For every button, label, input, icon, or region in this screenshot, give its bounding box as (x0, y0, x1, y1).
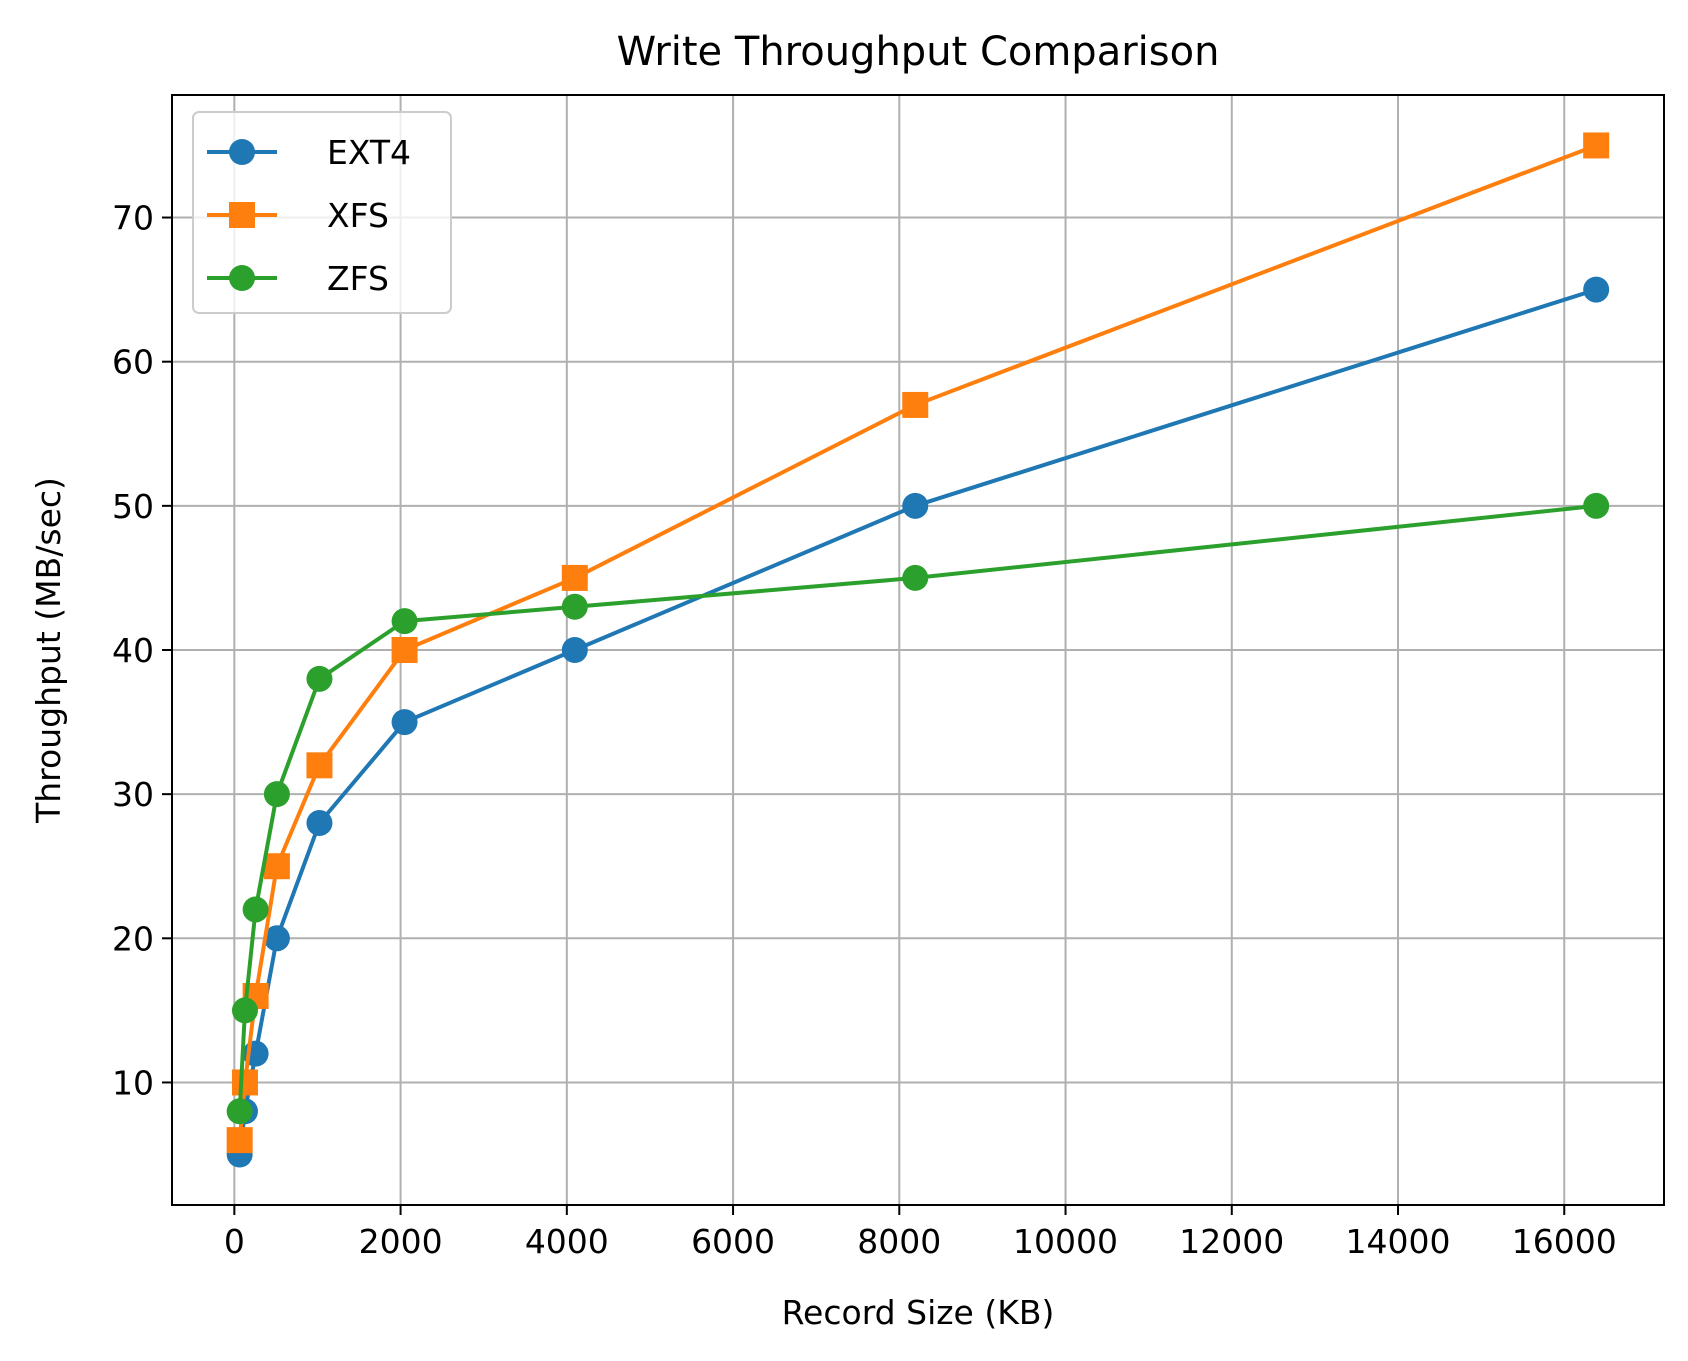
data-point-ext4 (902, 492, 929, 519)
data-point-xfs (1583, 132, 1610, 159)
legend-label-xfs: XFS (327, 196, 389, 235)
data-point-zfs (231, 997, 258, 1024)
data-point-zfs (242, 896, 269, 923)
y-tick-label: 40 (112, 631, 154, 670)
legend-marker-zfs (229, 265, 255, 291)
legend-item-zfs: ZFS (207, 259, 389, 298)
y-tick-label: 50 (112, 487, 154, 526)
legend-marker-ext4 (229, 139, 255, 165)
x-tick-label: 6000 (691, 1222, 775, 1261)
legend-label-zfs: ZFS (327, 259, 389, 298)
y-axis-ticks: 10 20 30 40 50 60 70 (112, 199, 172, 1102)
data-point-zfs (561, 593, 588, 620)
legend-label-ext4: EXT4 (327, 133, 411, 172)
series-layer (226, 132, 1610, 1168)
data-point-xfs (391, 637, 418, 663)
data-point-zfs (226, 1098, 253, 1125)
y-tick-label: 10 (112, 1063, 154, 1102)
y-tick-label: 20 (112, 919, 154, 958)
data-point-xfs (902, 391, 929, 418)
x-axis-ticks: 0 2000 4000 6000 8000 10000 12000 14000 16000 (224, 1205, 1617, 1261)
data-point-zfs (1583, 492, 1610, 519)
data-point-xfs (231, 1069, 258, 1096)
x-tick-label: 12000 (1179, 1222, 1284, 1261)
chart-title: Write Throughput Comparison (617, 29, 1220, 75)
data-point-zfs (391, 608, 418, 635)
x-axis-title: Record Size (KB) (782, 1293, 1055, 1332)
legend-marker-xfs (229, 202, 255, 228)
data-point-ext4 (263, 925, 290, 952)
y-tick-label: 60 (112, 343, 154, 382)
x-tick-label: 16000 (1512, 1222, 1617, 1261)
x-tick-label: 2000 (359, 1222, 443, 1261)
series-xfs (226, 132, 1610, 1154)
x-tick-label: 8000 (857, 1222, 941, 1261)
series-zfs (226, 492, 1610, 1125)
data-point-xfs (561, 564, 588, 591)
legend-item-xfs: XFS (207, 196, 389, 235)
y-axis-title: Throughput (MB/sec) (29, 477, 68, 824)
legend: EXT4 XFS ZFS (192, 111, 452, 314)
y-tick-label: 70 (112, 199, 154, 238)
x-tick-label: 0 (224, 1222, 245, 1261)
data-point-ext4 (1583, 276, 1610, 303)
data-point-xfs (263, 853, 290, 880)
data-point-ext4 (391, 709, 418, 736)
data-point-zfs (263, 781, 290, 808)
x-tick-label: 14000 (1346, 1222, 1451, 1261)
data-point-ext4 (561, 637, 588, 663)
x-tick-label: 4000 (525, 1222, 609, 1261)
legend-item-ext4: EXT4 (207, 133, 411, 172)
y-tick-label: 30 (112, 775, 154, 814)
x-tick-label: 10000 (1013, 1222, 1118, 1261)
data-point-xfs (226, 1127, 253, 1154)
data-point-ext4 (306, 809, 333, 836)
data-point-zfs (902, 564, 929, 591)
data-point-xfs (306, 752, 333, 779)
data-point-zfs (306, 665, 333, 692)
legend-box (192, 111, 452, 314)
